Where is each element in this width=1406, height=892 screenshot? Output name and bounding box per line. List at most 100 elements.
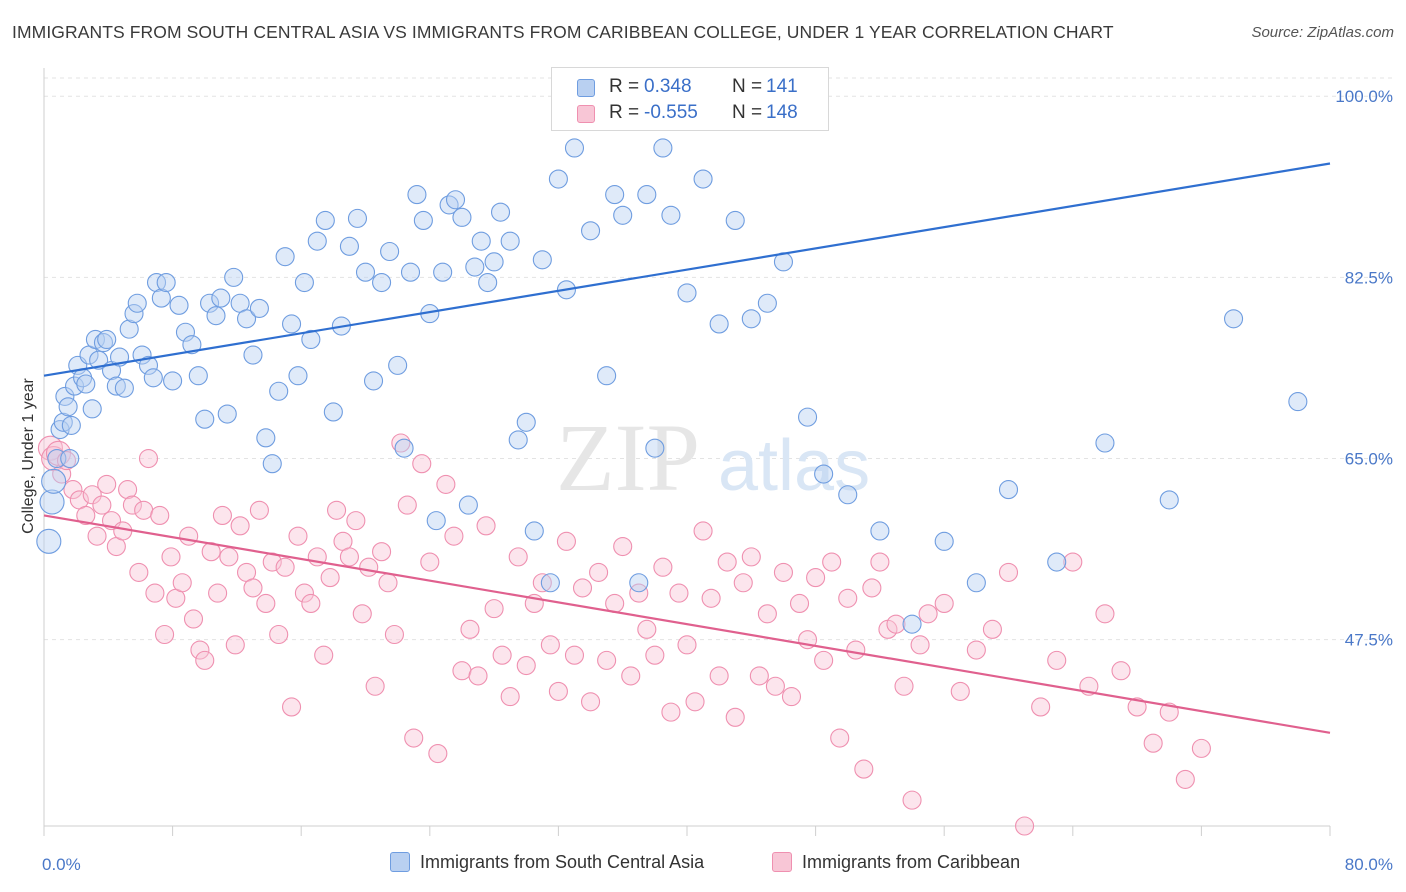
caribbean-point	[765, 676, 785, 696]
caribbean-point	[122, 495, 142, 515]
caribbean-point	[327, 500, 347, 520]
caribbean-point	[484, 599, 504, 619]
caribbean-point	[82, 485, 102, 505]
south-central-asia-point	[89, 350, 109, 370]
caribbean-point	[172, 573, 192, 593]
south-central-asia-point	[124, 304, 144, 324]
caribbean-point	[1175, 769, 1195, 789]
south-central-asia-point	[156, 273, 176, 293]
caribbean-point	[629, 583, 649, 603]
south-central-asia-point	[471, 231, 491, 251]
caribbean-point	[219, 547, 239, 567]
caribbean-point	[1127, 697, 1147, 717]
chart-source: Source: ZipAtlas.com	[1251, 24, 1394, 41]
legend-r-value: -0.555	[644, 102, 698, 123]
caribbean-point	[352, 604, 372, 624]
caribbean-point	[190, 640, 210, 660]
caribbean-point	[806, 568, 826, 588]
caribbean-point	[540, 635, 560, 655]
south-central-asia-point	[36, 528, 62, 554]
caribbean-point	[384, 624, 404, 645]
south-central-asia-point	[195, 409, 215, 429]
south-central-asia-point	[725, 210, 745, 230]
caribbean-point	[572, 578, 593, 598]
caribbean-point	[412, 454, 432, 474]
caribbean-point	[564, 645, 585, 665]
south-central-asia-point	[188, 366, 208, 386]
caribbean-point	[814, 650, 834, 670]
south-central-asia-point	[490, 202, 511, 222]
south-central-asia-point	[814, 464, 834, 484]
south-central-asia-point	[580, 221, 601, 241]
caribbean-point	[966, 640, 986, 660]
south-central-asia-point	[413, 210, 433, 230]
south-central-asia-point	[934, 531, 954, 551]
south-central-asia-point	[163, 371, 183, 391]
legend-r-label: R =	[609, 76, 640, 97]
caribbean-point	[359, 557, 379, 577]
south-central-asia-point	[1159, 490, 1179, 510]
watermark-atlas: atlas	[718, 426, 870, 506]
south-central-asia-point	[119, 319, 139, 339]
caribbean-point	[225, 635, 245, 655]
caribbean-point	[87, 526, 107, 546]
x-tick-label: 0.0%	[42, 855, 81, 874]
x-tick-label: 80.0%	[1345, 855, 1393, 874]
south-central-asia-point	[114, 378, 134, 398]
south-central-asia-point	[966, 573, 986, 593]
caribbean-point	[1047, 650, 1067, 670]
y-tick-label: 65.0%	[1345, 450, 1393, 469]
caribbean-point	[1191, 738, 1211, 758]
chart-title: IMMIGRANTS FROM SOUTH CENTRAL ASIA VS IM…	[12, 22, 1114, 42]
south-central-asia-point	[82, 399, 102, 419]
caribbean-point	[894, 676, 914, 696]
south-central-asia-point	[516, 412, 536, 432]
south-central-asia-point	[138, 355, 159, 375]
caribbean-point	[773, 562, 794, 582]
south-central-asia-point	[653, 138, 673, 158]
caribbean-point	[269, 624, 289, 645]
south-central-asia-point	[182, 335, 202, 355]
caribbean-point	[208, 583, 228, 603]
south-central-asia-point	[540, 573, 560, 593]
caribbean-point	[822, 552, 842, 572]
caribbean-point	[282, 697, 302, 717]
caribbean-point	[733, 573, 753, 593]
south-central-asia-point	[55, 386, 75, 406]
south-central-asia-point	[458, 495, 478, 515]
watermark-zip: ZIP	[556, 404, 700, 511]
y-axis-label: College, Under 1 year	[20, 378, 37, 534]
caribbean-point	[1159, 702, 1179, 722]
south-central-asia-point	[106, 376, 126, 396]
caribbean-point	[516, 656, 536, 676]
south-central-asia-point	[661, 205, 681, 225]
caribbean-point	[37, 435, 63, 461]
caribbean-point	[92, 495, 112, 515]
south-central-asia-point	[1224, 309, 1244, 329]
caribbean-point	[709, 666, 729, 686]
correlation-legend: R = 0.348 N = 141 R = -0.555 N = 148	[551, 67, 829, 131]
south-central-asia-point	[407, 185, 427, 205]
caribbean-point	[645, 645, 665, 665]
south-central-asia-point	[741, 309, 761, 329]
series-caribbean-points	[37, 433, 1211, 836]
south-central-asia-point	[548, 169, 568, 189]
caribbean-point	[500, 687, 520, 707]
south-central-asia-point	[484, 252, 504, 272]
south-central-asia-point	[256, 428, 276, 448]
legend-swatch-pink	[577, 105, 595, 123]
south-central-asia-point	[372, 273, 392, 293]
caribbean-point	[950, 681, 970, 701]
caribbean-point	[741, 547, 761, 567]
caribbean-point	[886, 614, 906, 634]
caribbean-point	[118, 480, 138, 500]
caribbean-point	[155, 624, 175, 645]
south-central-asia-point	[347, 208, 368, 228]
caribbean-point	[150, 505, 170, 526]
axes	[43, 68, 1331, 836]
south-central-asia-point	[60, 448, 80, 469]
caribbean-point	[789, 593, 810, 613]
caribbean-point	[145, 583, 165, 603]
south-central-asia-point	[146, 273, 167, 293]
caribbean-point	[982, 619, 1002, 639]
